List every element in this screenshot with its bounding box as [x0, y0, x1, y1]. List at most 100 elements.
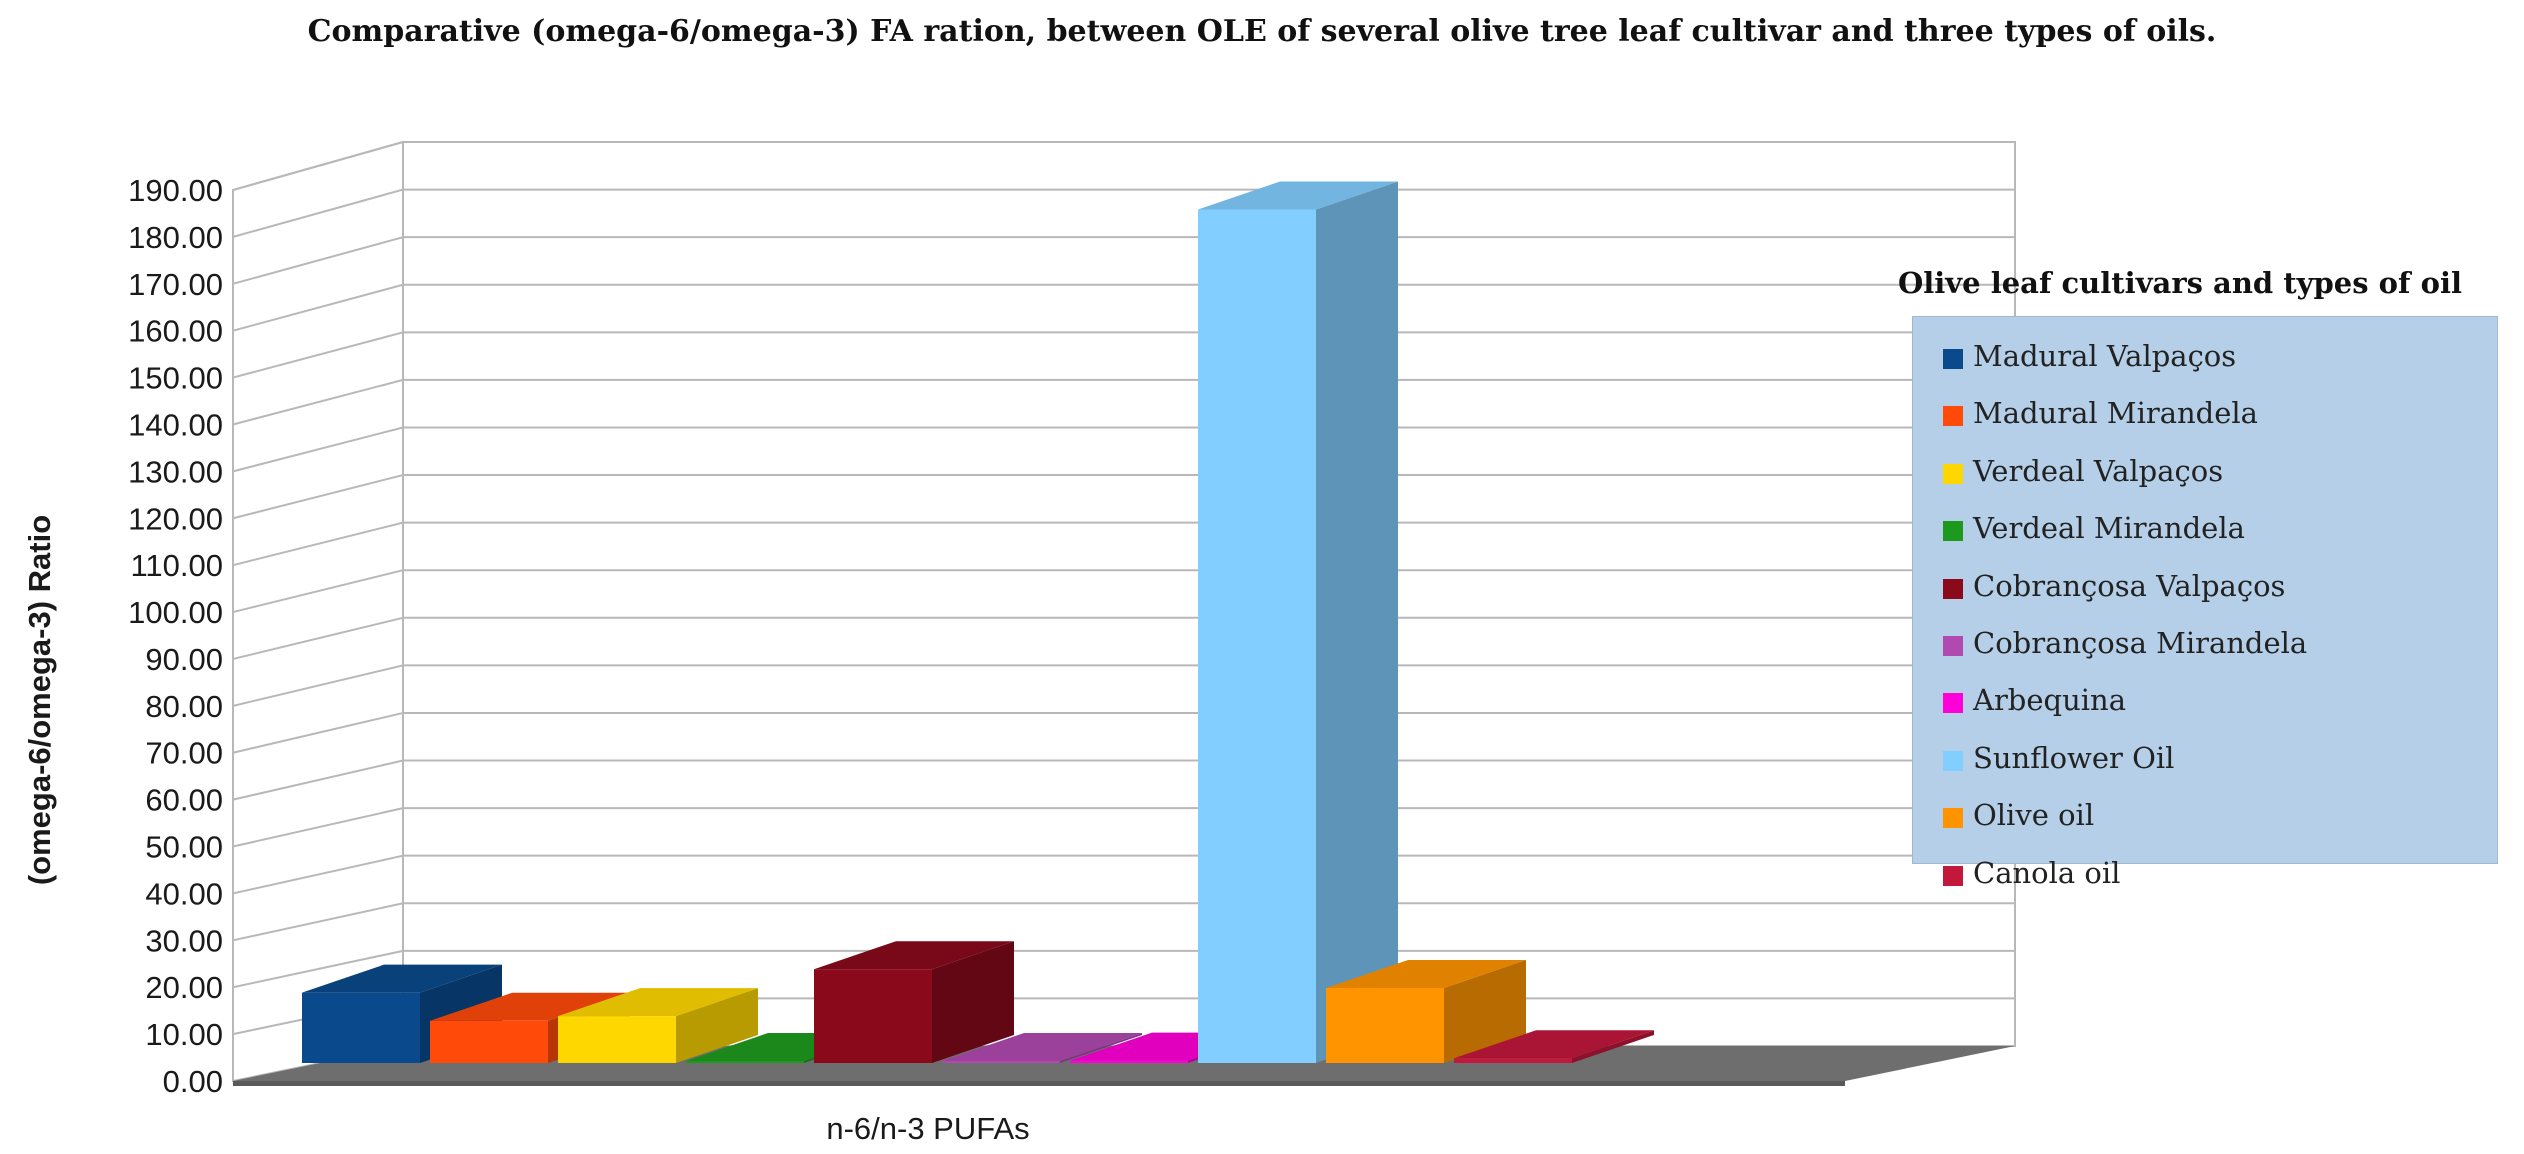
bar-top [1326, 959, 1526, 988]
y-tick-label: 30.00 [145, 923, 223, 958]
bar-side [1572, 1030, 1654, 1063]
chart-title: Comparative (omega-6/omega-3) FA ration,… [307, 14, 2217, 49]
bar-side [676, 988, 758, 1063]
legend-item: Arbequina [1913, 671, 2497, 728]
y-tick-label: 70.00 [145, 736, 223, 771]
bar-front [430, 1020, 548, 1063]
gridline-side [232, 426, 404, 473]
gridline-side [232, 664, 404, 707]
gridline-side [232, 283, 404, 332]
bar [1454, 1030, 1654, 1063]
gridline-side [232, 474, 404, 520]
bar-top [1454, 1030, 1654, 1059]
bar-top [942, 1033, 1142, 1061]
legend-label: Cobrançosa Valpaços [1973, 568, 2286, 603]
gridline-side [232, 807, 404, 848]
y-tick-label: 160.00 [128, 314, 223, 349]
legend-label: Arbequina [1973, 683, 2127, 718]
y-tick-label: 100.00 [128, 595, 223, 630]
bar-front [302, 992, 420, 1063]
legend-swatch [1943, 578, 1963, 599]
gridline-side [232, 759, 404, 801]
gridline-side [232, 854, 404, 895]
chart-bars [302, 181, 1654, 1063]
x-category-label: n-6/n-3 PUFAs [826, 1111, 1029, 1146]
legend-swatch [1943, 635, 1963, 656]
bar-top [1198, 181, 1398, 210]
y-tick-label: 90.00 [145, 642, 223, 677]
gridline-side [232, 188, 404, 238]
gridline-side [232, 569, 404, 614]
legend-label: Madural Mirandela [1973, 396, 2258, 431]
bar-top [302, 964, 502, 993]
legend-swatch [1943, 521, 1963, 542]
legend-item: Verdeal Valpaços [1913, 442, 2497, 499]
gridline-side [232, 236, 404, 285]
y-tick-label: 50.00 [145, 830, 223, 865]
y-tick-label: 140.00 [128, 407, 223, 442]
legend-item: Madural Mirandela [1913, 384, 2497, 441]
y-tick-label: 80.00 [145, 689, 223, 724]
gridline-side [232, 331, 404, 379]
y-tick-label: 60.00 [145, 783, 223, 818]
legend-swatch [1943, 349, 1963, 369]
y-tick-label: 0.00 [163, 1064, 223, 1099]
legend: Madural Valpaços Madural Mirandela Verdeal… [1912, 316, 2498, 890]
gridline-side [232, 616, 404, 660]
bar-top [814, 941, 1014, 970]
legend-label: Cobrançosa Mirandela [1973, 625, 2308, 660]
chart-walls [232, 140, 2016, 1086]
bar-side [1444, 959, 1526, 1063]
legend-swatch [1943, 693, 1963, 714]
gridline-side [232, 521, 404, 567]
legend-label: Madural Valpaços [1973, 339, 2237, 373]
y-axis-label: (omega-6/omega-3) Ratio [22, 515, 57, 885]
y-tick-label: 10.00 [145, 1017, 223, 1052]
bar-side [1060, 1033, 1142, 1063]
y-tick-label: 20.00 [145, 970, 223, 1005]
legend-item: Cobrançosa Valpaços [1913, 557, 2497, 614]
legend-item: Canola oil [1913, 844, 2497, 901]
y-tick-label: 190.00 [128, 173, 223, 208]
bar [1326, 959, 1526, 1063]
legend-swatch [1943, 865, 1963, 886]
gridline-side [232, 949, 404, 989]
legend-label: Verdeal Valpaços [1973, 453, 2224, 488]
legend-label: Sunflower Oil [1973, 740, 2175, 775]
bar-front [1454, 1058, 1572, 1063]
bar-side [932, 941, 1014, 1063]
bar [814, 941, 1014, 1063]
legend-label: Verdeal Mirandela [1973, 511, 2245, 546]
bar-side [1316, 181, 1398, 1063]
side-wall [232, 140, 404, 1083]
legend-swatch [1943, 808, 1963, 829]
bar-front [686, 1061, 804, 1063]
bar [942, 1033, 1142, 1063]
legend-item: Cobrançosa Mirandela [1913, 614, 2497, 671]
bar-front [1198, 209, 1316, 1063]
legend-label: Canola oil [1973, 855, 2121, 890]
bar-front [1070, 1060, 1188, 1063]
bar [558, 988, 758, 1063]
bar-top [430, 992, 630, 1021]
y-tick-label: 170.00 [128, 267, 223, 302]
bar-front [942, 1061, 1060, 1063]
legend-title: Olive leaf cultivars and types of oil [1898, 266, 2462, 300]
legend-swatch [1943, 463, 1963, 484]
legend-item: Verdeal Mirandela [1913, 499, 2497, 556]
y-tick-label: 180.00 [128, 220, 223, 255]
legend-label: Olive oil [1973, 798, 2095, 833]
bar-top [558, 988, 758, 1017]
chart-floor-edge [233, 1081, 1845, 1086]
bar [1198, 181, 1398, 1063]
legend-item: Sunflower Oil [1913, 729, 2497, 786]
gridline-side [232, 902, 404, 942]
y-tick-label: 110.00 [130, 548, 223, 583]
legend-swatch [1943, 750, 1963, 771]
y-tick-label: 40.00 [145, 876, 223, 911]
y-tick-label: 120.00 [128, 501, 223, 536]
y-axis-ticks: 0.00 10.00 20.00 30.00 40.00 50.00 60.00 70.00 8… [128, 173, 223, 1099]
y-tick-label: 130.00 [128, 454, 223, 489]
gridline-side [232, 378, 404, 426]
